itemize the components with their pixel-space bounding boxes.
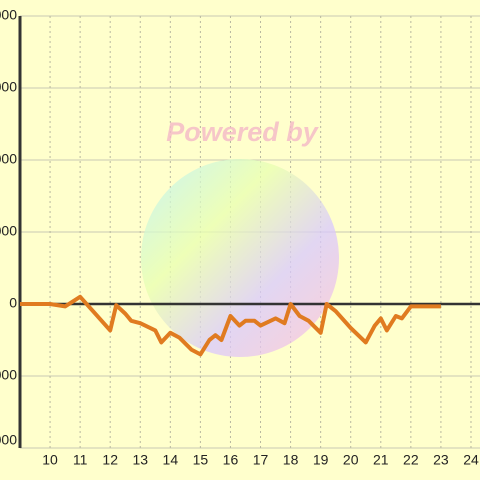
watermark-text: Powered by — [166, 117, 320, 147]
x-tick-label: 20 — [343, 452, 359, 468]
x-tick-label: 12 — [102, 452, 118, 468]
x-tick-label: 10 — [42, 452, 58, 468]
x-tick-label: 16 — [223, 452, 239, 468]
y-tick-label: 0 — [9, 295, 17, 311]
data-line — [20, 294, 441, 357]
y-tick-label: 6,000 — [0, 151, 17, 167]
y-tick-label: -6,000 — [0, 432, 17, 448]
y-tick-label: -3,000 — [0, 367, 17, 383]
x-tick-label: 21 — [373, 452, 389, 468]
y-tick-label: 9,000 — [0, 79, 17, 95]
x-tick-label: 14 — [163, 452, 179, 468]
x-tick-label: 19 — [313, 452, 329, 468]
x-tick-label: 18 — [283, 452, 299, 468]
x-tick-label: 11 — [73, 452, 88, 468]
y-tick-label: 3,000 — [0, 223, 17, 239]
x-tick-label: 22 — [403, 452, 419, 468]
x-tick-label: 24 — [463, 452, 479, 468]
y-tick-label: 12,000 — [0, 7, 17, 23]
x-tick-label: 23 — [433, 452, 449, 468]
x-tick-label: 17 — [253, 452, 269, 468]
x-tick-label: 15 — [193, 452, 209, 468]
x-tick-label: 13 — [132, 452, 148, 468]
